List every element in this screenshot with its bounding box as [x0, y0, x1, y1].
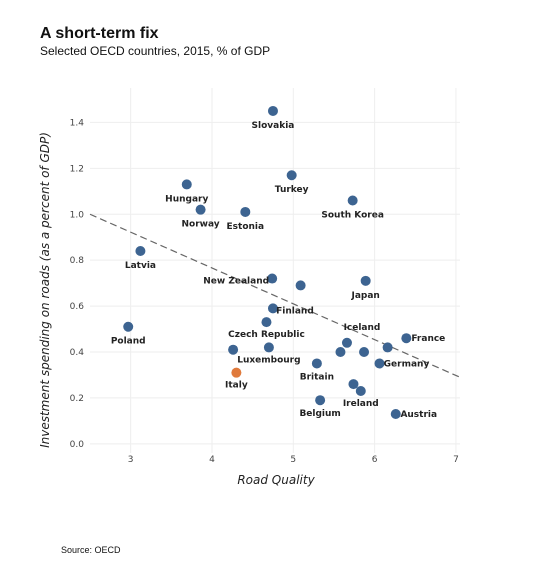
point-label: Germany: [384, 359, 430, 369]
point-label: South Korea: [321, 210, 384, 220]
data-point: [359, 346, 370, 357]
y-tick-label: 0.0: [70, 440, 85, 450]
source-note: Source: OECD: [61, 545, 121, 555]
data-point: [181, 179, 192, 190]
data-point: [267, 105, 278, 116]
point-label: Ireland: [343, 399, 379, 409]
data-point: [267, 273, 278, 284]
chart-subtitle: Selected OECD countries, 2015, % of GDP: [40, 44, 271, 58]
grid: [90, 88, 460, 453]
data-point: [311, 358, 322, 369]
data-point: [240, 206, 251, 217]
point-labels: Slovakia Turkey Hungary Norway Estonia South …: [111, 121, 445, 420]
data-point: [267, 303, 278, 314]
trend-line: [89, 213, 461, 378]
data-point: [355, 386, 366, 397]
data-point: [295, 280, 306, 291]
data-point: [401, 333, 412, 344]
point-label: Hungary: [165, 194, 208, 204]
x-tick-label: 5: [290, 455, 296, 465]
data-points: [123, 105, 412, 419]
data-point: [335, 346, 346, 357]
point-label: Turkey: [275, 185, 309, 195]
data-point: [347, 195, 358, 206]
point-label: Iceland: [344, 323, 381, 333]
data-point: [341, 337, 352, 348]
y-tick-label: 0.6: [70, 302, 85, 312]
data-point: [390, 408, 401, 419]
point-label: Latvia: [125, 261, 156, 271]
x-tick-label: 7: [453, 455, 459, 465]
data-point: [360, 275, 371, 286]
data-point: [315, 395, 326, 406]
x-axis-ticks: 3 4 5 6 7: [128, 455, 459, 465]
data-point: [123, 321, 134, 332]
y-tick-label: 1.4: [70, 118, 85, 128]
chart-title: A short-term fix: [40, 25, 159, 42]
point-label: Estonia: [227, 222, 265, 232]
y-tick-label: 1.2: [70, 164, 84, 174]
data-point: [286, 170, 297, 181]
data-point: [231, 367, 242, 378]
point-label: New Zealand: [203, 277, 269, 287]
y-tick-label: 0.2: [70, 394, 84, 404]
y-axis-ticks: 0.0 0.2 0.4 0.6 0.8 1.0 1.2 1.4: [70, 118, 85, 449]
point-label: France: [411, 334, 445, 344]
data-point: [263, 342, 274, 353]
x-tick-label: 6: [372, 455, 378, 465]
data-point: [374, 358, 385, 369]
data-point: [348, 379, 359, 390]
point-label: Belgium: [299, 409, 340, 419]
point-label: Luxembourg: [237, 355, 300, 365]
y-tick-label: 0.8: [70, 256, 85, 266]
x-tick-label: 4: [209, 455, 215, 465]
point-label: Slovakia: [252, 121, 295, 131]
data-point: [195, 204, 206, 215]
data-point: [135, 245, 146, 256]
data-point: [228, 344, 239, 355]
point-label: Austria: [400, 410, 437, 420]
point-label: Britain: [300, 372, 334, 382]
data-point: [382, 342, 393, 353]
point-label: Norway: [182, 220, 220, 230]
point-label: Finland: [276, 306, 314, 316]
point-label: Italy: [225, 381, 248, 391]
data-point: [261, 317, 272, 328]
x-tick-label: 3: [128, 455, 134, 465]
y-tick-label: 0.4: [70, 348, 85, 358]
x-axis-label: Road Quality: [237, 473, 315, 487]
point-label: Japan: [350, 291, 379, 301]
y-tick-label: 1.0: [70, 210, 85, 220]
point-label: Poland: [111, 337, 146, 347]
y-axis-label: Investment spending on roads (as a perce…: [38, 132, 52, 448]
point-label: Czech Republic: [228, 330, 305, 340]
